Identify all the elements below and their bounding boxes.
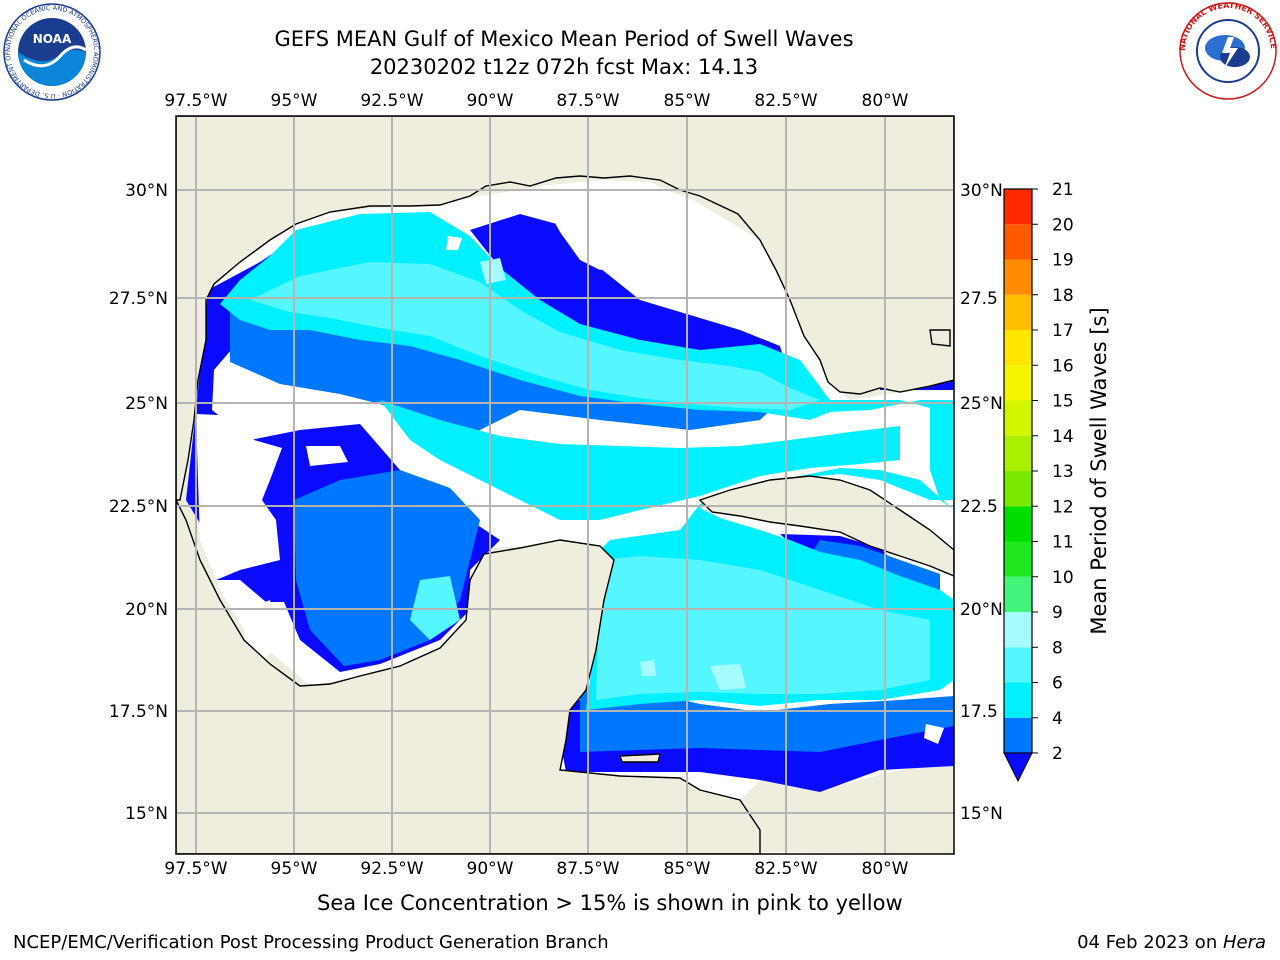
lon-labels-bottom: 97.5°W 95°W 92.5°W 90°W 87.5°W 85°W 82.5°W 80°W [164, 859, 908, 879]
lon-label-bottom: 85°W [664, 859, 711, 879]
lon-label-top: 95°W [271, 91, 318, 111]
map-frame [175, 115, 955, 855]
lon-label-bottom: 82.5°W [754, 859, 817, 879]
lat-label-left: 30°N [125, 181, 168, 201]
map-plot [176, 116, 954, 854]
coastlines [176, 116, 954, 854]
lat-label-left: 15°N [125, 804, 168, 824]
colorbar-band [1004, 435, 1032, 471]
lon-label-top: 97.5°W [164, 91, 227, 111]
colorbar-tick-label: 14 [1052, 427, 1074, 447]
lon-label-bottom: 97.5°W [164, 859, 227, 879]
colorbar-band [1004, 330, 1032, 366]
colorbar-extension [1003, 752, 1033, 783]
lat-label-right: 20°N [960, 600, 1003, 620]
colorbar-band [1004, 189, 1032, 225]
colorbar-tick-label: 20 [1052, 215, 1074, 235]
lon-label-top: 80°W [862, 91, 909, 111]
colorbar-tick-label: 2 [1052, 744, 1063, 764]
credit-line: NCEP/EMC/Verification Post Processing Pr… [13, 932, 609, 953]
lon-label-top: 87.5°W [556, 91, 619, 111]
swell-9-10s [480, 258, 746, 690]
lon-label-top: 90°W [467, 91, 514, 111]
colorbar-tick-label: 10 [1052, 568, 1074, 588]
colorbar-tick-label: 13 [1052, 462, 1074, 482]
sea-ice-note: Sea Ice Concentration > 15% is shown in … [317, 891, 903, 915]
lat-label-left: 27.5°N [109, 289, 168, 309]
lon-labels-top: 97.5°W 95°W 92.5°W 90°W 87.5°W 85°W 82.5°W 80°W [164, 91, 908, 111]
lat-label-left: 22.5°N [109, 497, 168, 517]
map-title: GEFS MEAN Gulf of Mexico Mean Period of … [274, 27, 854, 51]
colorbar-tick-label: 6 [1052, 674, 1063, 694]
lat-label-left: 17.5°N [109, 702, 168, 722]
lon-label-top: 92.5°W [360, 91, 423, 111]
timestamp: 04 Feb 2023 on Hera [1077, 932, 1266, 953]
lat-labels-right: 15°N 17.5 20°N 22.5 25°N 27.5 30°N [960, 181, 1003, 824]
lat-label-right: 17.5 [960, 702, 998, 722]
colorbar-band [1004, 647, 1032, 683]
lon-label-bottom: 90°W [467, 859, 514, 879]
lon-label-top: 85°W [664, 91, 711, 111]
lat-label-right: 27.5 [960, 289, 998, 309]
colorbar-band [1004, 612, 1032, 648]
colorbar-tick-label: 12 [1052, 497, 1074, 517]
colorbar-tick-label: 8 [1052, 638, 1063, 658]
colorbar-tick-label: 18 [1052, 286, 1074, 306]
timestamp-date: 04 Feb 2023 on [1077, 932, 1223, 953]
lon-label-bottom: 92.5°W [360, 859, 423, 879]
nws-logo: NATIONAL WEATHER SERVICE [1178, 1, 1278, 100]
colorbar-band [1004, 365, 1032, 401]
lat-label-right: 25°N [960, 394, 1003, 414]
map-subtitle: 20230202 t12z 072h fcst Max: 14.13 [369, 55, 759, 79]
colorbar-tick-label: 15 [1052, 392, 1074, 412]
colorbar-band [1004, 224, 1032, 260]
colorbar-band [1004, 576, 1032, 612]
colorbar-tick-label: 9 [1052, 603, 1063, 623]
lon-label-bottom: 87.5°W [556, 859, 619, 879]
colorbar-tick-label: 19 [1052, 251, 1074, 271]
colorbar-tick-label: 4 [1052, 709, 1063, 729]
lon-label-top: 82.5°W [754, 91, 817, 111]
graticule [176, 116, 954, 854]
lat-labels-left: 15°N 17.5°N 20°N 22.5°N 25°N 27.5°N 30°N [109, 181, 168, 824]
colorbar-tick-label: 17 [1052, 321, 1074, 341]
lon-label-bottom: 95°W [271, 859, 318, 879]
colorbar-band [1004, 506, 1032, 542]
colorbar-label: Mean Period of Swell Waves [s] [1087, 307, 1111, 634]
colorbar: 2 4 6 8 9 10 11 12 13 14 15 16 17 18 19 20 21 [1003, 180, 1074, 783]
colorbar-band [1004, 259, 1032, 295]
colorbar-band [1004, 717, 1032, 753]
colorbar-band [1004, 682, 1032, 718]
noaa-logo: NATIONAL OCEANIC AND ATMOSPHERIC ADMINIS… [2, 2, 101, 101]
lat-label-left: 20°N [125, 600, 168, 620]
lon-label-bottom: 80°W [862, 859, 909, 879]
colorbar-tick-label: 21 [1052, 180, 1074, 200]
colorbar-band [1004, 541, 1032, 577]
colorbar-band [1004, 294, 1032, 330]
colorbar-band [1004, 400, 1032, 436]
timestamp-host: Hera [1222, 932, 1266, 953]
lat-label-right: 15°N [960, 804, 1003, 824]
colorbar-tick-label: 16 [1052, 356, 1074, 376]
lat-label-left: 25°N [125, 394, 168, 414]
lat-label-right: 30°N [960, 181, 1003, 201]
lat-label-right: 22.5 [960, 497, 998, 517]
colorbar-tick-label: 11 [1052, 533, 1074, 553]
noaa-logo-text: NOAA [33, 32, 72, 46]
colorbar-band [1004, 471, 1032, 507]
